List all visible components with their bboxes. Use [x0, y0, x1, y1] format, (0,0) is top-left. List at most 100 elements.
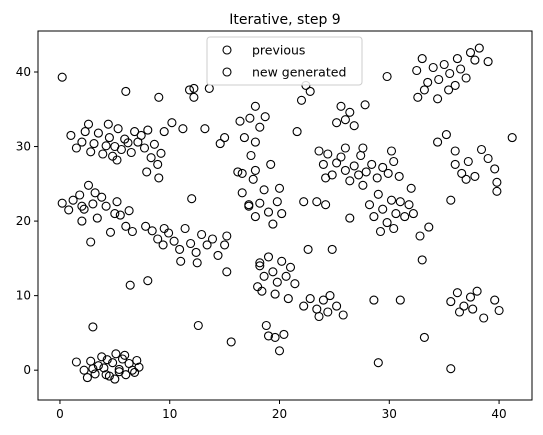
- point-new-62: [446, 195, 456, 205]
- point-previous-70: [127, 226, 137, 237]
- point-previous-97: [263, 207, 274, 217]
- point-previous-122: [283, 294, 293, 304]
- point-previous-41: [136, 130, 146, 140]
- point-previous-38: [126, 147, 136, 158]
- point-previous-133: [354, 170, 364, 180]
- point-previous-161: [389, 223, 399, 234]
- point-new-55: [413, 92, 423, 102]
- point-previous-25: [80, 127, 90, 137]
- point-previous-107: [255, 122, 265, 132]
- point-previous-184: [446, 297, 456, 307]
- point-previous-7: [108, 358, 118, 368]
- point-previous-164: [423, 77, 433, 87]
- point-previous-80: [175, 244, 185, 254]
- point-previous-150: [369, 212, 379, 222]
- point-previous-54: [154, 173, 164, 183]
- point-new-43: [327, 244, 337, 254]
- point-new-72: [507, 133, 517, 143]
- point-previous-181: [483, 153, 493, 164]
- point-previous-61: [88, 199, 98, 209]
- point-new-8: [143, 276, 153, 286]
- point-previous-29: [98, 149, 108, 159]
- point-previous-85: [202, 240, 212, 250]
- point-previous-186: [459, 301, 469, 311]
- point-previous-198: [332, 301, 342, 311]
- point-previous-53: [142, 167, 152, 177]
- point-previous-173: [444, 85, 454, 95]
- point-previous-26: [86, 147, 96, 157]
- point-previous-190: [468, 304, 478, 314]
- point-previous-102: [274, 183, 285, 193]
- point-previous-31: [104, 133, 114, 143]
- point-previous-42: [139, 143, 150, 153]
- point-new-49: [369, 295, 379, 305]
- point-previous-149: [364, 200, 375, 210]
- point-previous-73: [112, 197, 122, 207]
- point-new-4: [101, 370, 111, 380]
- point-previous-95: [255, 198, 265, 208]
- point-previous-200: [323, 307, 333, 317]
- point-new-7: [134, 362, 144, 372]
- legend-marker-previous: [222, 45, 232, 55]
- point-new-3: [88, 322, 98, 332]
- point-previous-51: [83, 119, 94, 129]
- axis-ticks: 0 10 20 30 40 0 10 20 30 40: [16, 65, 507, 421]
- point-new-34: [279, 329, 289, 339]
- point-previous-116: [277, 256, 287, 266]
- x-tick-label-40: 40: [491, 407, 506, 421]
- point-previous-180: [476, 144, 487, 155]
- point-previous-64: [101, 201, 111, 211]
- point-new-44: [338, 310, 348, 320]
- x-tick-label-10: 10: [162, 407, 177, 421]
- point-previous-120: [257, 286, 267, 296]
- point-new-10: [167, 118, 177, 128]
- point-new-38: [305, 86, 315, 96]
- point-previous-39: [130, 127, 140, 137]
- point-previous-15: [82, 373, 92, 383]
- point-new-46: [340, 143, 350, 153]
- point-previous-87: [213, 250, 223, 260]
- point-previous-189: [454, 307, 465, 317]
- legend: previous new generated: [206, 36, 363, 86]
- point-previous-114: [268, 267, 278, 277]
- point-previous-55: [57, 198, 67, 208]
- point-previous-37: [123, 138, 133, 148]
- point-previous-101: [248, 174, 258, 184]
- point-previous-30: [101, 141, 111, 151]
- point-previous-1: [79, 365, 89, 375]
- point-new-16: [193, 320, 203, 331]
- point-previous-35: [116, 144, 126, 155]
- point-previous-19: [102, 355, 112, 365]
- point-previous-176: [450, 159, 460, 169]
- point-previous-132: [349, 161, 359, 171]
- point-previous-138: [349, 121, 359, 131]
- point-new-28: [250, 165, 260, 175]
- points-layer: [57, 43, 517, 384]
- point-previous-23: [71, 143, 81, 153]
- point-previous-34: [113, 124, 123, 134]
- point-previous-92: [237, 188, 247, 198]
- point-previous-187: [465, 292, 476, 302]
- point-previous-140: [356, 150, 366, 161]
- point-previous-76: [153, 234, 163, 244]
- point-previous-134: [321, 173, 331, 183]
- point-new-39: [299, 197, 309, 207]
- point-new-67: [474, 43, 484, 53]
- point-previous-130: [340, 165, 350, 175]
- point-previous-196: [318, 295, 328, 305]
- point-previous-199: [314, 311, 324, 322]
- point-previous-183: [461, 174, 471, 184]
- point-previous-103: [235, 116, 245, 126]
- point-previous-44: [146, 153, 156, 163]
- point-new-25: [237, 168, 247, 178]
- point-previous-46: [153, 159, 163, 169]
- point-new-18: [204, 83, 214, 93]
- legend-marker-new-generated: [222, 67, 232, 77]
- point-new-60: [433, 137, 443, 147]
- point-new-68: [479, 313, 489, 323]
- point-previous-57: [68, 195, 78, 205]
- point-previous-166: [434, 74, 444, 85]
- point-previous-163: [417, 54, 427, 64]
- point-new-29: [255, 258, 265, 268]
